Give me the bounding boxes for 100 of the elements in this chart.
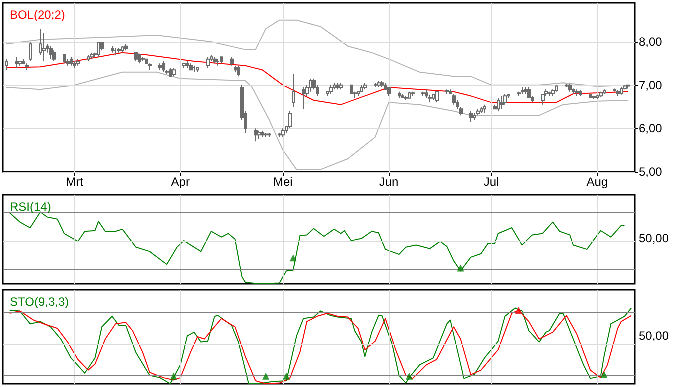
chart-title: BOL(20;2) <box>10 8 66 22</box>
candlestick <box>5 58 8 71</box>
candlestick <box>213 56 217 64</box>
candlestick <box>380 80 384 88</box>
candlestick <box>363 82 367 90</box>
candlestick <box>480 106 483 114</box>
candlestick <box>435 91 439 104</box>
candlestick <box>350 84 353 94</box>
candlestick <box>15 56 18 68</box>
candlestick <box>592 96 596 100</box>
candlestick <box>268 132 271 138</box>
candlestick <box>521 87 524 94</box>
candlestick <box>254 128 258 142</box>
candlestick <box>524 87 527 94</box>
candlestick <box>551 89 555 97</box>
candlestick <box>309 78 312 92</box>
chart-title: RSI(14) <box>10 200 52 214</box>
candlestick <box>575 89 579 97</box>
candlestick <box>398 91 401 99</box>
candlestick <box>548 91 551 97</box>
candlestick <box>497 98 500 112</box>
candlestick <box>432 94 435 101</box>
candlestick <box>87 54 90 62</box>
candlestick <box>257 130 261 140</box>
candlestick <box>141 56 145 62</box>
candlestick <box>52 50 56 62</box>
candlestick <box>377 80 381 88</box>
candlestick <box>189 63 193 71</box>
x-tick-label: Mrt <box>66 175 84 189</box>
candlestick <box>302 87 305 110</box>
candlestick <box>599 91 603 98</box>
candlestick <box>97 42 100 58</box>
candlestick <box>230 56 234 66</box>
candlestick <box>421 91 425 97</box>
candlestick <box>158 63 162 71</box>
candlestick <box>408 91 411 99</box>
candlestick <box>603 89 606 94</box>
candlestick <box>339 82 343 90</box>
candlestick <box>329 84 333 94</box>
candlestick <box>121 46 124 54</box>
candlestick <box>626 84 630 90</box>
candlestick <box>169 68 172 78</box>
y-tick-label: 8,00 <box>639 35 663 49</box>
candlestick <box>29 42 32 62</box>
text: 50,00 <box>639 329 670 343</box>
candlestick <box>572 88 575 94</box>
candlestick <box>124 44 128 52</box>
candlestick <box>473 113 476 120</box>
line-series <box>6 52 629 106</box>
candlestick <box>90 52 94 60</box>
candlestick <box>73 61 76 68</box>
candlestick <box>182 63 186 68</box>
candlestick <box>579 90 582 97</box>
candlestick <box>278 132 281 138</box>
candlestick <box>616 90 620 97</box>
x-tick-label: Jun <box>379 175 399 189</box>
candlestick <box>527 87 531 99</box>
candlestick <box>620 87 623 96</box>
candlestick <box>503 94 507 106</box>
candlestick <box>292 74 295 108</box>
candlestick <box>541 94 545 106</box>
y-tick-label: 7,00 <box>639 78 663 92</box>
candlestick <box>476 108 480 116</box>
candlestick <box>469 110 473 123</box>
chart-title: STO(9,3,3) <box>10 295 70 309</box>
candlestick <box>162 61 165 73</box>
candlestick <box>216 58 220 66</box>
candlestick <box>148 63 152 71</box>
candlestick <box>134 52 138 62</box>
candlestick <box>76 58 80 66</box>
candlestick <box>565 84 568 88</box>
candlestick <box>360 84 363 92</box>
candlestick <box>336 82 340 90</box>
candlestick <box>111 46 114 54</box>
candlestick <box>445 89 449 94</box>
candlestick <box>264 132 268 138</box>
candlestick <box>261 130 264 138</box>
candlestick <box>196 68 199 73</box>
y-tick-label: 6,00 <box>639 122 663 136</box>
candlestick <box>401 94 404 99</box>
candlestick <box>483 104 486 114</box>
candlestick <box>18 61 22 66</box>
candlestick <box>589 94 592 99</box>
x-tick-label: Apr <box>171 175 190 189</box>
candlestick <box>281 128 285 138</box>
candlestick <box>568 84 572 92</box>
candlestick <box>193 65 196 73</box>
candlestick <box>555 84 558 92</box>
candlestick <box>138 54 141 64</box>
candlestick <box>117 48 121 54</box>
candlestick <box>387 87 391 97</box>
candlestick <box>206 56 210 68</box>
candlestick <box>374 82 377 88</box>
candlestick <box>500 96 504 110</box>
x-tick-label: Mei <box>273 175 293 189</box>
candlestick <box>411 91 415 97</box>
candlestick <box>237 65 240 78</box>
candlestick <box>596 94 599 100</box>
candlestick <box>186 61 189 68</box>
candlestick <box>517 91 521 97</box>
